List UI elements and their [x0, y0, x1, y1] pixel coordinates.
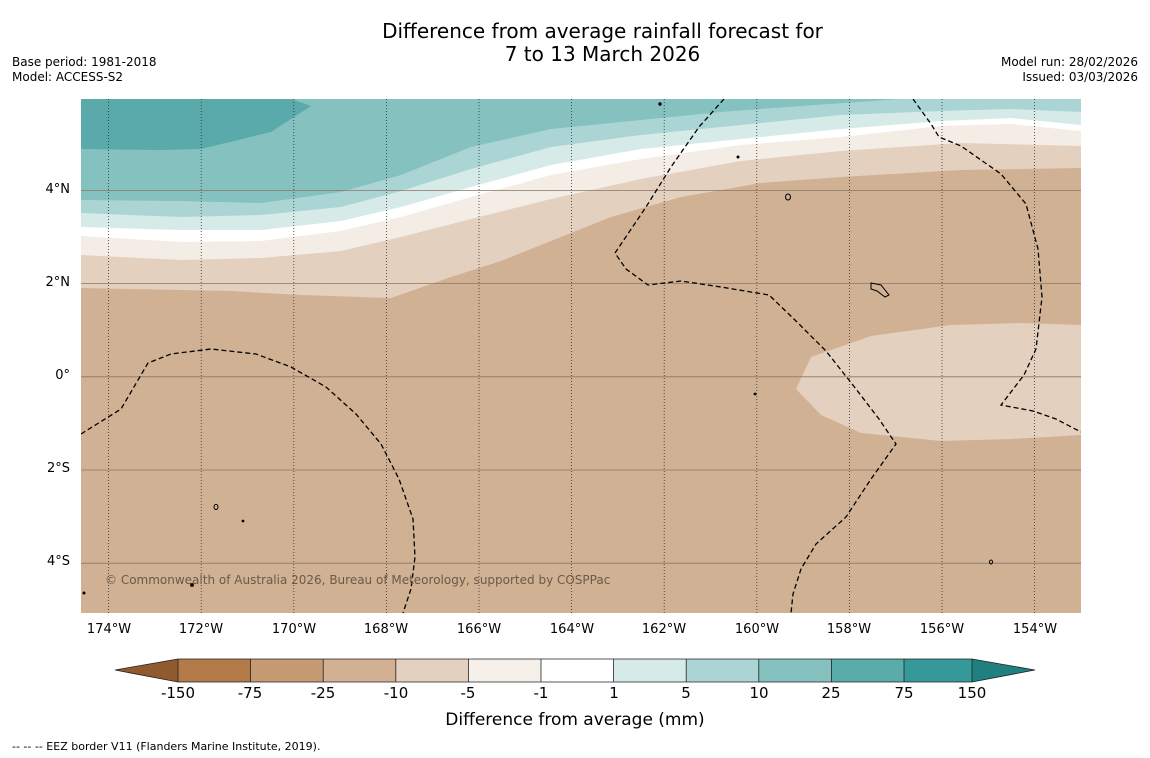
lon-label-154w: 154°W	[1012, 622, 1058, 637]
colorbar-title: Difference from average (mm)	[445, 710, 705, 730]
colorbar-outline	[114, 658, 1036, 683]
island-7	[241, 519, 245, 523]
lon-label-170w: 170°W	[271, 622, 317, 637]
colorbar-tick-label: 75	[894, 684, 914, 702]
colorbar-tick-label: -1	[533, 684, 549, 702]
lon-label-166w: 166°W	[456, 622, 502, 637]
base-period-text: Base period: 1981-2018	[12, 55, 157, 69]
lat-label-2n: 2°N	[45, 275, 71, 290]
figure-title-line-1: Difference from average rainfall forecas…	[382, 19, 823, 43]
island-8	[190, 583, 194, 587]
eez-borders	[81, 99, 1081, 613]
lon-label-158w: 158°W	[826, 622, 872, 637]
island-1	[658, 102, 662, 106]
latitude-lines	[81, 190, 1081, 564]
islands	[82, 102, 993, 595]
model-run-text: Model run: 28/02/2026	[1000, 55, 1138, 69]
colorbar-tick-label: -5	[460, 684, 476, 702]
colorbar-extend-high	[972, 659, 1035, 682]
anomaly-band-plus-25	[81, 99, 311, 150]
colorbar-bin-7	[613, 659, 687, 682]
colorbar-bin-4	[395, 659, 469, 682]
island-6	[213, 504, 219, 510]
colorbar	[114, 658, 1036, 683]
island-kiritimati	[870, 282, 890, 298]
colorbar-bin-8	[686, 659, 759, 682]
lon-label-162w: 162°W	[641, 622, 687, 637]
lon-label-168w: 168°W	[363, 622, 409, 637]
colorbar-tick-label: 10	[749, 684, 769, 702]
map-copyright: © Commonwealth of Australia 2026, Bureau…	[105, 573, 611, 587]
eez-border-kiribati-east	[912, 99, 1081, 433]
model-text: Model: ACCESS-S2	[12, 70, 124, 84]
rainfall-anomaly-map	[81, 99, 1081, 613]
colorbar-bin-2	[250, 659, 324, 682]
colorbar-tick-label: -75	[237, 684, 263, 702]
lat-label-2s: 2°S	[46, 461, 70, 476]
colorbar-tick-label: -150	[160, 684, 196, 702]
anomaly-band-plus-10	[81, 99, 901, 203]
colorbar-bin-6	[541, 659, 614, 682]
colorbar-bin-11	[904, 659, 972, 682]
colorbar-tick-label: -10	[383, 684, 409, 702]
colorbar-bin-3	[323, 659, 396, 682]
eez-border-samoa	[81, 348, 416, 613]
colorbar-tick-label: 25	[821, 684, 841, 702]
colorbar-bin-1	[178, 659, 251, 682]
lat-label-4n: 4°N	[45, 182, 71, 197]
colorbar-tick-label: -25	[310, 684, 336, 702]
island-5	[753, 392, 757, 396]
colorbar-extend-low	[115, 659, 178, 682]
colorbar-tick-label: 5	[681, 684, 691, 702]
lon-label-164w: 164°W	[549, 622, 595, 637]
lon-label-174w: 174°W	[86, 622, 132, 637]
island-10	[989, 559, 993, 565]
eez-border-kiribati-west	[614, 99, 897, 613]
issued-text: Issued: 03/03/2026	[1022, 70, 1138, 84]
lon-label-156w: 156°W	[919, 622, 965, 637]
eez-footnote: -- -- -- EEZ border V11 (Flanders Marine…	[12, 740, 321, 753]
colorbar-bin-9	[758, 659, 832, 682]
figure-title-line-2: 7 to 13 March 2026	[504, 42, 701, 66]
island-2	[736, 155, 740, 159]
island-3	[785, 193, 791, 201]
lon-label-160w: 160°W	[734, 622, 780, 637]
colorbar-tick-label: 150	[957, 684, 987, 702]
lon-label-172w: 172°W	[178, 622, 224, 637]
colorbar-bin-5	[468, 659, 541, 682]
lat-label-0: 0°	[55, 368, 70, 383]
colorbar-bin-10	[831, 659, 904, 682]
equatorial-anomaly-patch	[796, 323, 1081, 441]
colorbar-tick-label: 1	[609, 684, 619, 702]
island-9	[82, 591, 86, 595]
lat-label-4s: 4°S	[46, 554, 70, 569]
